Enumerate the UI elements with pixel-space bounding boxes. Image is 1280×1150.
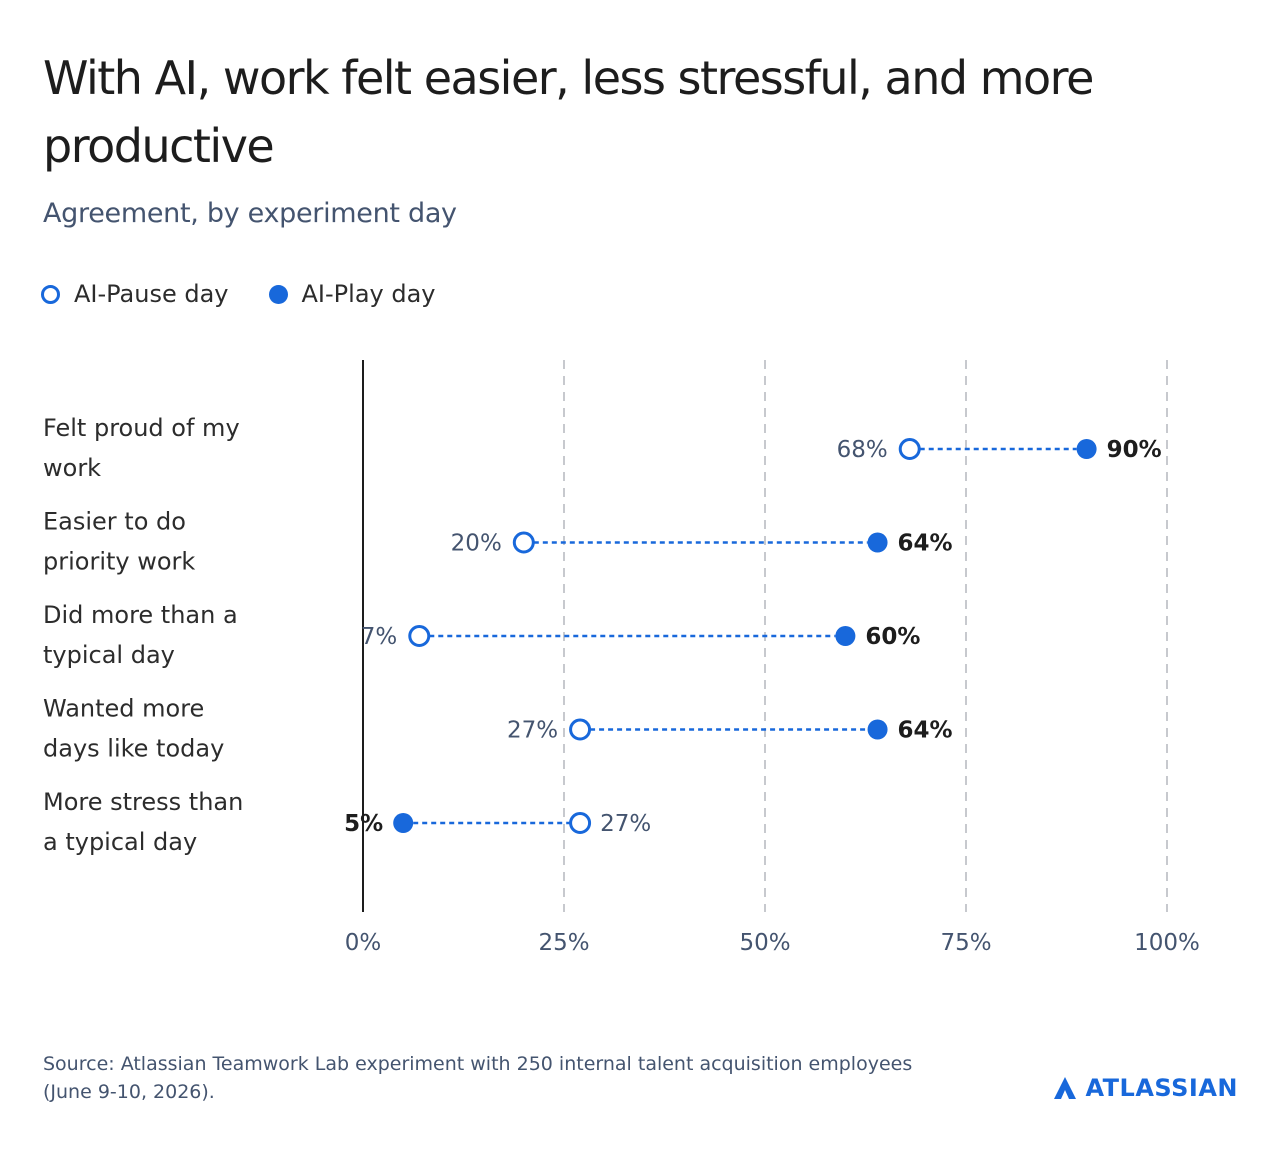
source-note: Source: Atlassian Teamwork Lab experimen… bbox=[43, 1053, 913, 1103]
legend-item-pause: AI-Pause day bbox=[41, 280, 229, 308]
ai-play-value-label: 64% bbox=[898, 531, 953, 557]
ai-pause-value-label: 68% bbox=[837, 437, 888, 463]
legend-label-play: AI-Play day bbox=[301, 280, 436, 308]
legend: AI-Pause day AI-Play day bbox=[41, 280, 476, 308]
ai-play-dot bbox=[867, 719, 888, 740]
row-label: More stress than a typical day bbox=[43, 788, 243, 856]
filled-circle-icon bbox=[268, 284, 288, 304]
ai-play-dot bbox=[393, 813, 414, 833]
x-tick-label: 0% bbox=[345, 930, 382, 956]
open-circle-icon bbox=[41, 284, 60, 304]
legend-label-pause: AI-Pause day bbox=[74, 280, 229, 308]
ai-pause-dot bbox=[408, 625, 431, 647]
ai-play-value-label: 64% bbox=[898, 718, 953, 744]
ai-play-dot bbox=[1076, 439, 1097, 459]
row-label: Easier to do priority work bbox=[43, 508, 195, 576]
legend-item-play: AI-Play day bbox=[268, 280, 436, 308]
ai-pause-dot bbox=[569, 718, 592, 741]
chart-title: With AI, work felt easier, less stressfu… bbox=[43, 51, 1094, 173]
x-tick-label: 100% bbox=[1134, 930, 1200, 956]
ai-pause-dot bbox=[898, 438, 921, 460]
logo-text: ATLASSIAN bbox=[1085, 1074, 1238, 1102]
row-label: Wanted more days like today bbox=[43, 695, 224, 763]
row-label: Did more than a typical day bbox=[43, 601, 238, 669]
chart-subtitle: Agreement, by experiment day bbox=[43, 198, 457, 229]
dumbbell-chart: 0% 25% 50% 75% 100% Felt proud of my work 68% 90… bbox=[43, 360, 1200, 956]
atlassian-logo: ATLASSIAN bbox=[1053, 1074, 1238, 1102]
ai-play-dot bbox=[867, 532, 888, 553]
ai-play-value-label: 90% bbox=[1107, 437, 1162, 463]
row-label: Felt proud of my work bbox=[43, 414, 240, 482]
atlassian-mark-icon bbox=[1054, 1077, 1077, 1099]
ai-pause-dot bbox=[512, 531, 535, 554]
x-tick-label: 75% bbox=[940, 930, 991, 956]
ai-pause-value-label: 20% bbox=[451, 531, 502, 557]
ai-play-dot bbox=[835, 626, 856, 646]
x-tick-label: 25% bbox=[538, 930, 589, 956]
ai-play-value-label: 5% bbox=[344, 811, 383, 837]
ai-pause-value-label: 7% bbox=[361, 624, 398, 650]
x-tick-label: 50% bbox=[739, 930, 790, 956]
ai-play-value-label: 60% bbox=[865, 624, 920, 650]
ai-pause-value-label: 27% bbox=[507, 718, 558, 744]
ai-pause-value-label: 27% bbox=[600, 811, 651, 837]
ai-pause-dot bbox=[569, 812, 592, 834]
